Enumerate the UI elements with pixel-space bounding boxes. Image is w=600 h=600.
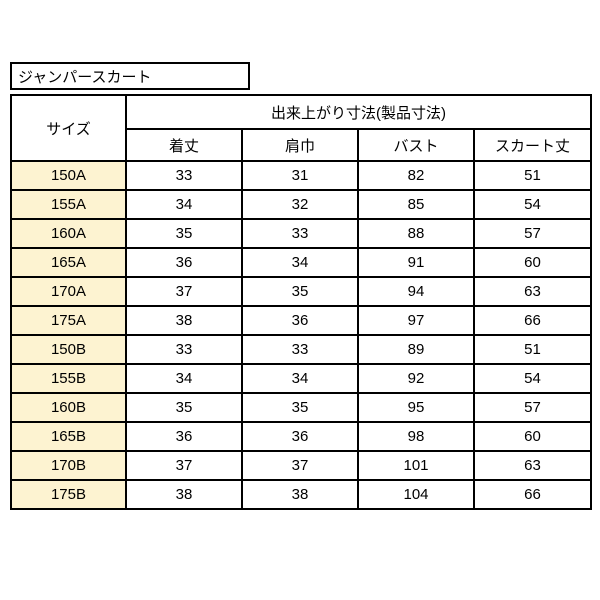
value-cell: 35: [125, 218, 243, 249]
value-cell: 101: [357, 450, 475, 481]
size-cell: 150B: [10, 334, 127, 365]
table-row: 155A 34 32 85 54: [10, 189, 592, 220]
size-cell: 165B: [10, 421, 127, 452]
value-cell: 35: [125, 392, 243, 423]
value-cell: 36: [125, 247, 243, 278]
product-title: ジャンパースカート: [18, 68, 152, 86]
value-cell: 91: [357, 247, 475, 278]
value-cell: 94: [357, 276, 475, 307]
size-cell: 160A: [10, 218, 127, 249]
size-cell: 175B: [10, 479, 127, 510]
value-cell: 33: [125, 160, 243, 191]
value-cell: 98: [357, 421, 475, 452]
value-cell: 32: [241, 189, 359, 220]
value-cell: 60: [473, 421, 592, 452]
value-cell: 36: [241, 421, 359, 452]
column-header-body-length: 着丈: [125, 128, 243, 162]
value-cell: 66: [473, 479, 592, 510]
value-cell: 38: [125, 305, 243, 336]
table-row: 175A 38 36 97 66: [10, 305, 592, 336]
column-header-bust: バスト: [357, 128, 475, 162]
value-cell: 38: [125, 479, 243, 510]
table-row: 170B 37 37 101 63: [10, 450, 592, 481]
size-cell: 170A: [10, 276, 127, 307]
value-cell: 34: [125, 363, 243, 394]
size-cell: 175A: [10, 305, 127, 336]
value-cell: 34: [241, 363, 359, 394]
value-cell: 34: [241, 247, 359, 278]
value-cell: 36: [125, 421, 243, 452]
value-cell: 37: [241, 450, 359, 481]
value-cell: 82: [357, 160, 475, 191]
table-row: 175B 38 38 104 66: [10, 479, 592, 510]
value-cell: 57: [473, 218, 592, 249]
size-column-header: サイズ: [10, 94, 127, 162]
value-cell: 33: [241, 218, 359, 249]
value-cell: 38: [241, 479, 359, 510]
table-row: 150A 33 31 82 51: [10, 160, 592, 191]
value-cell: 54: [473, 189, 592, 220]
value-cell: 51: [473, 160, 592, 191]
table-row: 160B 35 35 95 57: [10, 392, 592, 423]
size-cell: 155A: [10, 189, 127, 220]
value-cell: 51: [473, 334, 592, 365]
value-cell: 97: [357, 305, 475, 336]
column-header-row: 着丈 肩巾 バスト スカート丈: [11, 128, 592, 162]
value-cell: 63: [473, 276, 592, 307]
value-cell: 31: [241, 160, 359, 191]
header-group-row: サイズ 出来上がり寸法(製品寸法): [10, 94, 592, 162]
value-cell: 37: [125, 276, 243, 307]
value-cell: 95: [357, 392, 475, 423]
value-cell: 92: [357, 363, 475, 394]
value-cell: 54: [473, 363, 592, 394]
value-cell: 35: [241, 276, 359, 307]
size-cell: 155B: [10, 363, 127, 394]
value-cell: 89: [357, 334, 475, 365]
value-cell: 60: [473, 247, 592, 278]
value-cell: 57: [473, 392, 592, 423]
group-header: 出来上がり寸法(製品寸法): [125, 94, 592, 130]
table-row: 160A 35 33 88 57: [10, 218, 592, 249]
size-cell: 150A: [10, 160, 127, 191]
table-row: 165B 36 36 98 60: [10, 421, 592, 452]
value-cell: 85: [357, 189, 475, 220]
table-row: 150B 33 33 89 51: [10, 334, 592, 365]
value-cell: 36: [241, 305, 359, 336]
value-cell: 33: [241, 334, 359, 365]
value-cell: 63: [473, 450, 592, 481]
table-row: 155B 34 34 92 54: [10, 363, 592, 394]
size-cell: 160B: [10, 392, 127, 423]
value-cell: 104: [357, 479, 475, 510]
size-cell: 165A: [10, 247, 127, 278]
value-cell: 66: [473, 305, 592, 336]
value-cell: 37: [125, 450, 243, 481]
table-row: 165A 36 34 91 60: [10, 247, 592, 278]
value-cell: 88: [357, 218, 475, 249]
value-cell: 33: [125, 334, 243, 365]
size-cell: 170B: [10, 450, 127, 481]
table-row: 170A 37 35 94 63: [10, 276, 592, 307]
value-cell: 35: [241, 392, 359, 423]
size-chart-table: サイズ 出来上がり寸法(製品寸法) 着丈 肩巾 バスト スカート丈 150A 3…: [10, 94, 592, 510]
column-header-skirt-length: スカート丈: [473, 128, 592, 162]
value-cell: 34: [125, 189, 243, 220]
product-title-box: ジャンパースカート: [10, 62, 250, 90]
column-header-shoulder-width: 肩巾: [241, 128, 359, 162]
